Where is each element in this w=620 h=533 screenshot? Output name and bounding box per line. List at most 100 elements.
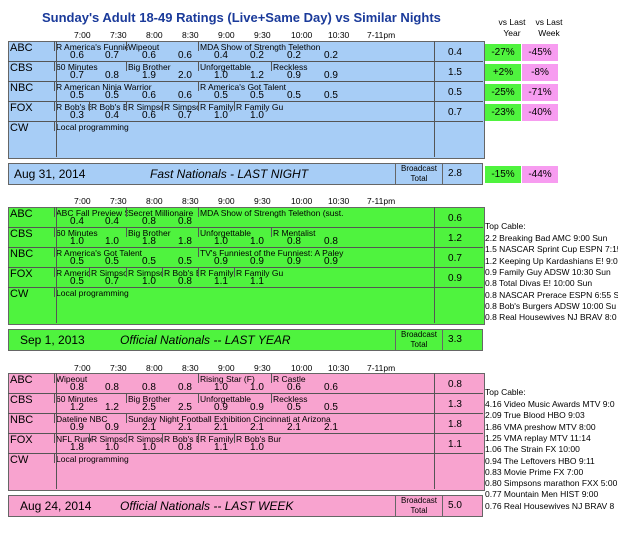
row-divider [8, 433, 483, 434]
show-divider [54, 267, 55, 277]
show-name: Secret Millionaire [128, 208, 194, 218]
rating-value: 1.8 [142, 236, 156, 247]
show-divider [162, 101, 163, 111]
rating-value: 0.4 [70, 216, 84, 227]
show-name: R America's Got Talent [56, 248, 143, 258]
show-name: NFL Runove [56, 434, 91, 444]
broadcast-total-value: 2.8 [448, 168, 462, 179]
show-divider [54, 413, 55, 423]
rating-value: 0.8 [178, 442, 192, 453]
top-cable-item: 0.80 Simpsons marathon FXX 5:00 [485, 478, 618, 489]
show-divider [271, 373, 272, 383]
time-header: 9:30 [254, 196, 271, 206]
show-name: R Simpsons [128, 434, 163, 444]
show-divider [198, 81, 199, 91]
rating-value: 1.0 [142, 276, 156, 287]
top-cable-item: 1.25 VMA replay MTV 11:14 [485, 432, 591, 443]
show-divider [54, 41, 55, 51]
ratings-block [8, 207, 485, 325]
rating-value: 1.1 [214, 442, 228, 453]
rating-value: 0.8 [105, 70, 119, 81]
page-title: Sunday's Adult 18-49 Ratings (Live+Same … [42, 10, 441, 25]
show-name: Big Brother [128, 62, 171, 72]
rating-value: 1.9 [142, 70, 156, 81]
total-vs-last-week: -44% [522, 166, 558, 183]
show-divider [126, 433, 127, 443]
show-name: R America's Funniest Ho [56, 42, 128, 52]
top-cable-item: 0.83 Movie Prime FX 7:00 [485, 466, 584, 477]
show-name: MDA Show of Strength Telethon [200, 42, 321, 52]
show-divider [54, 81, 55, 91]
vs-last-week-header: vs Last Week [535, 17, 563, 38]
vs-last-year-value: -25% [485, 84, 521, 101]
time-header: 8:00 [146, 196, 163, 206]
time-header: 10:00 [291, 363, 313, 373]
broadcast-total-label: Broadcast Total [395, 496, 443, 516]
time-header: 7:30 [110, 196, 127, 206]
rating-value: 0.9 [70, 422, 84, 433]
show-divider [126, 413, 127, 423]
network-label: CBS [10, 62, 33, 74]
show-name: Reckless [273, 62, 308, 72]
time-header: 10:00 [291, 196, 313, 206]
rating-value: 0.5 [142, 256, 156, 267]
rating-value: 0.9 [324, 256, 338, 267]
vs-last-week-value: -8% [522, 64, 558, 81]
show-divider [89, 101, 90, 111]
network-label: CBS [10, 394, 33, 406]
time-header: 8:30 [182, 30, 199, 40]
show-name: 60 Minutes [56, 228, 98, 238]
show-name: R Bob's Bur [91, 102, 126, 112]
show-divider [54, 61, 55, 71]
time-header: 7-11pm [367, 196, 396, 206]
show-divider [234, 267, 235, 277]
time-header: 8:00 [146, 30, 163, 40]
section-tag: Official Nationals -- LAST WEEK [120, 499, 294, 513]
rating-value: 1.0 [105, 236, 119, 247]
rating-value: 2.1 [214, 422, 228, 433]
rating-value: 0.4 [105, 216, 119, 227]
rating-value: 1.0 [250, 442, 264, 453]
rating-value: 0.9 [105, 422, 119, 433]
network-label: CW [10, 288, 29, 300]
rating-value: 0.5 [70, 276, 84, 287]
network-label: FOX [10, 434, 33, 446]
show-name: TV's Funniest of the Funniest: A Paley C… [200, 248, 346, 258]
show-divider [126, 41, 127, 51]
time-header: 9:30 [254, 30, 271, 40]
show-divider [54, 287, 55, 297]
show-divider [54, 247, 55, 257]
top-cable-item: 0.8 NASCAR Prerace ESPN 6:55 S [485, 289, 618, 300]
show-name: R American [56, 268, 91, 278]
rating-value: 2.1 [178, 422, 192, 433]
top-cable-item: 2.09 True Blood HBO 9:03 [485, 410, 585, 421]
network-column-line [56, 373, 57, 489]
time-header: 10:30 [328, 363, 350, 373]
show-name: R Simpsons [164, 102, 199, 112]
show-name: R American Ninja Warrior [56, 82, 152, 92]
show-divider [54, 453, 55, 463]
network-label: CBS [10, 228, 33, 240]
show-divider [54, 101, 55, 111]
rating-value: 1.0 [214, 236, 228, 247]
rating-value: 0.4 [105, 110, 119, 121]
rating-value: 1.0 [214, 70, 228, 81]
vs-last-year-value: +2% [485, 64, 521, 81]
top-cable-item: 0.8 Total Divas E! 10:00 Sun [485, 278, 593, 289]
timeslot-total: 0.7 [448, 253, 462, 264]
section-tag: Official Nationals -- LAST YEAR [120, 333, 291, 347]
show-name: R Family Gu [236, 102, 284, 112]
show-name: R Mentalist [273, 228, 316, 238]
section-footer [8, 495, 483, 517]
broadcast-total-value: 3.3 [448, 334, 462, 345]
section-footer [8, 163, 483, 185]
show-name: R Bob's Bur [164, 268, 199, 278]
rating-value: 1.0 [105, 442, 119, 453]
rating-value: 0.5 [324, 90, 338, 101]
rating-value: 0.7 [178, 110, 192, 121]
show-name: 60 Minutes [56, 394, 98, 404]
timeslot-total: 0.7 [448, 107, 462, 118]
top-cable-item: 4.16 Video Music Awards MTV 9:0 [485, 399, 615, 409]
time-header: 7:00 [74, 196, 91, 206]
rating-value: 0.7 [105, 276, 119, 287]
